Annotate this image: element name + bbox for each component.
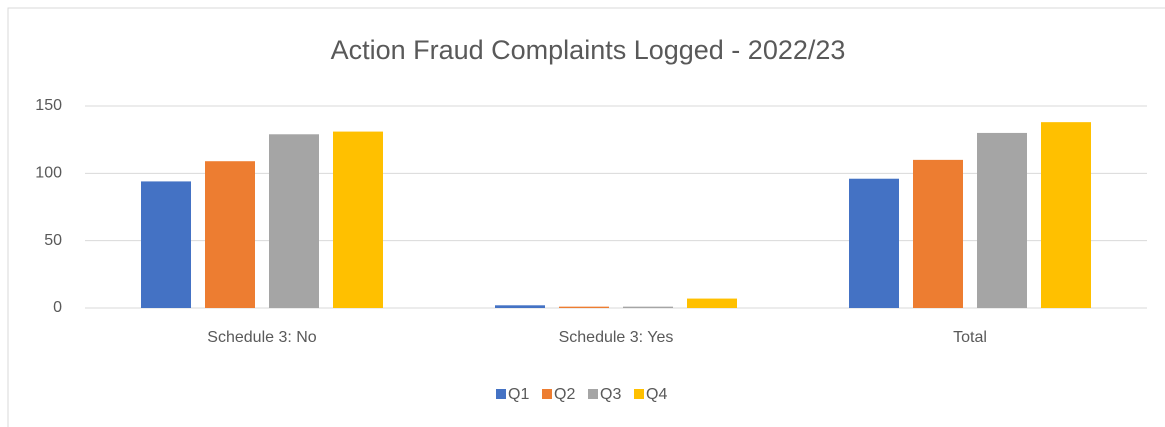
y-tick-label: 100 xyxy=(35,165,62,182)
bar xyxy=(977,132,1027,308)
legend-label: Q2 xyxy=(554,386,575,403)
legend-label: Q1 xyxy=(508,386,529,403)
y-tick-label: 150 xyxy=(35,97,62,114)
bar xyxy=(495,305,545,308)
bar xyxy=(559,306,609,308)
legend-label: Q4 xyxy=(646,386,667,403)
y-tick-label: 50 xyxy=(44,232,62,249)
chart-title: Action Fraud Complaints Logged - 2022/23 xyxy=(331,35,846,65)
legend-swatch xyxy=(634,389,644,399)
x-tick-label: Schedule 3: Yes xyxy=(559,329,674,346)
x-tick-label: Schedule 3: No xyxy=(207,329,317,346)
bar xyxy=(849,178,899,308)
legend-label: Q3 xyxy=(600,386,621,403)
bar xyxy=(913,159,963,308)
bar xyxy=(1041,122,1091,308)
bar xyxy=(205,161,255,308)
x-tick-label: Total xyxy=(953,329,987,346)
bar xyxy=(687,298,737,308)
bar xyxy=(333,131,383,308)
bar xyxy=(623,306,673,308)
legend-swatch xyxy=(542,389,552,399)
legend-swatch xyxy=(496,389,506,399)
bar xyxy=(269,134,319,308)
legend-swatch xyxy=(588,389,598,399)
chart-frame xyxy=(7,7,1165,427)
y-tick-label: 0 xyxy=(53,299,62,316)
bar xyxy=(141,181,191,308)
